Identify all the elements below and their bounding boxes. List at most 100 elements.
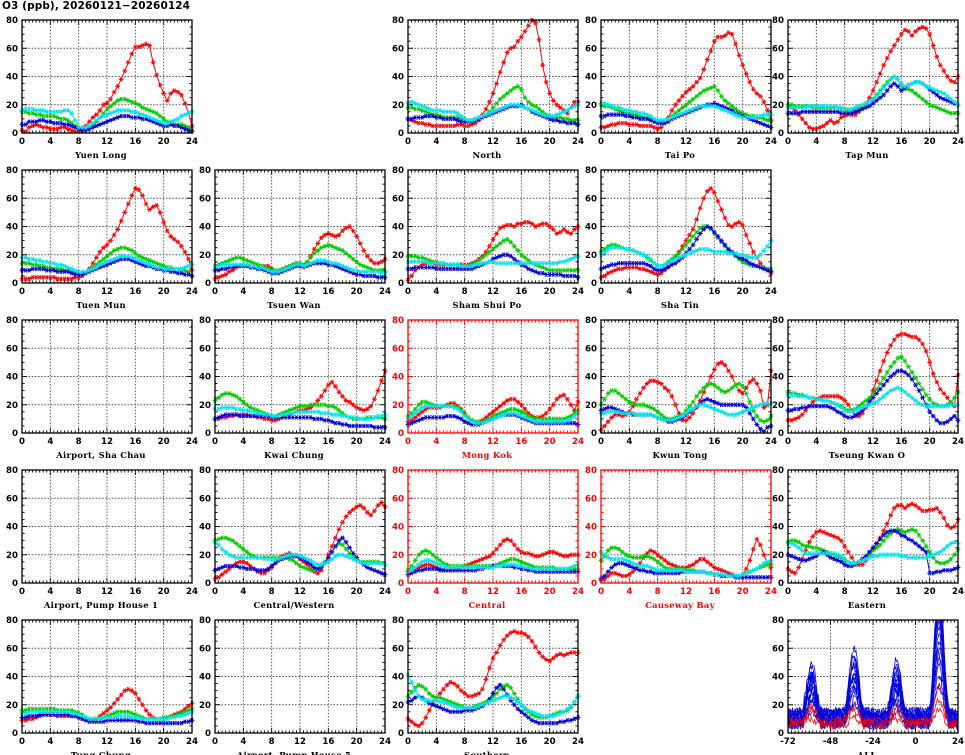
plot-panel-airport-sha-chau: 0 20 40 60 80 0 4 8 12 16 20 24 Airport, Sha Chau bbox=[0, 308, 202, 460]
svg-text:0: 0 bbox=[12, 729, 18, 739]
panel-title: Causeway Bay bbox=[645, 600, 715, 610]
svg-text:-48: -48 bbox=[823, 737, 839, 747]
svg-text:4: 4 bbox=[433, 137, 439, 147]
svg-text:16: 16 bbox=[129, 287, 141, 297]
svg-text:0: 0 bbox=[591, 579, 597, 589]
panel-title: Airport, Pump House 1 bbox=[43, 600, 159, 610]
svg-text:4: 4 bbox=[47, 737, 53, 747]
svg-text:24: 24 bbox=[952, 437, 964, 447]
svg-text:0: 0 bbox=[405, 737, 411, 747]
svg-text:8: 8 bbox=[842, 587, 848, 597]
svg-text:16: 16 bbox=[515, 737, 527, 747]
svg-text:80: 80 bbox=[772, 316, 784, 326]
svg-text:4: 4 bbox=[433, 737, 439, 747]
svg-text:20: 20 bbox=[199, 251, 211, 261]
svg-text:4: 4 bbox=[626, 437, 632, 447]
panel-title: Kwai Chung bbox=[264, 450, 324, 460]
svg-text:0: 0 bbox=[205, 429, 211, 439]
svg-text:8: 8 bbox=[842, 437, 848, 447]
svg-text:20: 20 bbox=[585, 101, 597, 111]
panel-title: Sha Tin bbox=[660, 300, 700, 310]
svg-text:60: 60 bbox=[392, 44, 404, 54]
svg-text:16: 16 bbox=[515, 287, 527, 297]
svg-text:60: 60 bbox=[585, 344, 597, 354]
svg-text:12: 12 bbox=[867, 437, 879, 447]
svg-text:0: 0 bbox=[205, 279, 211, 289]
plot-panel-yuen-long: 0 20 40 60 80 0 4 8 12 16 20 24 Yuen Long bbox=[0, 8, 202, 160]
svg-text:4: 4 bbox=[240, 587, 246, 597]
svg-text:16: 16 bbox=[895, 137, 907, 147]
plot-panel-all: 0 20 40 60 80 -72 -48 -24 0 24 ALL bbox=[766, 608, 965, 755]
svg-text:0: 0 bbox=[913, 737, 919, 747]
svg-text:20: 20 bbox=[199, 401, 211, 411]
svg-text:4: 4 bbox=[47, 287, 53, 297]
svg-text:40: 40 bbox=[772, 523, 784, 533]
svg-text:12: 12 bbox=[487, 437, 499, 447]
svg-text:8: 8 bbox=[462, 587, 468, 597]
svg-text:24: 24 bbox=[572, 437, 584, 447]
svg-text:4: 4 bbox=[813, 137, 819, 147]
svg-text:12: 12 bbox=[294, 737, 306, 747]
svg-text:24: 24 bbox=[379, 587, 391, 597]
svg-text:8: 8 bbox=[655, 437, 661, 447]
svg-text:0: 0 bbox=[398, 129, 404, 139]
panel-title: Tai Po bbox=[664, 150, 696, 160]
svg-text:0: 0 bbox=[19, 437, 25, 447]
panel-title: Central bbox=[468, 600, 506, 610]
svg-text:16: 16 bbox=[708, 287, 720, 297]
svg-text:0: 0 bbox=[19, 737, 25, 747]
svg-text:60: 60 bbox=[772, 494, 784, 504]
svg-text:4: 4 bbox=[240, 287, 246, 297]
svg-text:80: 80 bbox=[585, 16, 597, 26]
svg-text:0: 0 bbox=[405, 437, 411, 447]
svg-text:20: 20 bbox=[158, 737, 170, 747]
svg-text:16: 16 bbox=[322, 437, 334, 447]
svg-text:0: 0 bbox=[398, 279, 404, 289]
panel-title: Eastern bbox=[847, 600, 887, 610]
svg-text:80: 80 bbox=[6, 616, 18, 626]
svg-text:0: 0 bbox=[12, 129, 18, 139]
svg-text:0: 0 bbox=[205, 729, 211, 739]
panel-title: Tap Mun bbox=[845, 150, 889, 160]
svg-text:0: 0 bbox=[591, 279, 597, 289]
svg-text:0: 0 bbox=[405, 587, 411, 597]
svg-text:16: 16 bbox=[129, 137, 141, 147]
svg-text:-72: -72 bbox=[780, 737, 796, 747]
panel-title: Tuen Mun bbox=[76, 300, 126, 310]
svg-text:0: 0 bbox=[12, 279, 18, 289]
svg-text:20: 20 bbox=[351, 737, 363, 747]
svg-text:40: 40 bbox=[585, 223, 597, 233]
svg-text:16: 16 bbox=[895, 587, 907, 597]
svg-text:20: 20 bbox=[199, 551, 211, 561]
svg-text:80: 80 bbox=[6, 16, 18, 26]
panel-title: Southern bbox=[464, 750, 510, 755]
svg-text:60: 60 bbox=[6, 494, 18, 504]
svg-text:24: 24 bbox=[765, 287, 777, 297]
svg-text:40: 40 bbox=[6, 373, 18, 383]
svg-text:24: 24 bbox=[765, 137, 777, 147]
svg-text:40: 40 bbox=[6, 73, 18, 83]
svg-text:60: 60 bbox=[6, 194, 18, 204]
panel-title: Tsuen Wan bbox=[267, 300, 321, 310]
svg-text:16: 16 bbox=[708, 137, 720, 147]
svg-text:24: 24 bbox=[765, 587, 777, 597]
svg-text:20: 20 bbox=[924, 587, 936, 597]
plot-panel-sham-shui-po: 0 20 40 60 80 0 4 8 12 16 20 24 Sham Shui Po bbox=[386, 158, 588, 310]
svg-text:20: 20 bbox=[392, 251, 404, 261]
svg-text:0: 0 bbox=[212, 737, 218, 747]
svg-text:80: 80 bbox=[585, 166, 597, 176]
svg-text:0: 0 bbox=[778, 129, 784, 139]
svg-text:20: 20 bbox=[924, 137, 936, 147]
svg-text:20: 20 bbox=[6, 701, 18, 711]
plot-panel-tuen-mun: 0 20 40 60 80 0 4 8 12 16 20 24 Tuen Mun bbox=[0, 158, 202, 310]
svg-text:12: 12 bbox=[487, 287, 499, 297]
svg-text:0: 0 bbox=[785, 137, 791, 147]
plot-panel-tung-chung: 0 20 40 60 80 0 4 8 12 16 20 24 Tung Chung bbox=[0, 608, 202, 755]
svg-text:20: 20 bbox=[585, 401, 597, 411]
svg-text:12: 12 bbox=[680, 137, 692, 147]
svg-text:0: 0 bbox=[19, 137, 25, 147]
plot-panel-tap-mun: 0 20 40 60 80 0 4 8 12 16 20 24 Tap Mun bbox=[766, 8, 965, 160]
svg-text:60: 60 bbox=[6, 644, 18, 654]
svg-text:8: 8 bbox=[462, 137, 468, 147]
svg-text:20: 20 bbox=[737, 137, 749, 147]
